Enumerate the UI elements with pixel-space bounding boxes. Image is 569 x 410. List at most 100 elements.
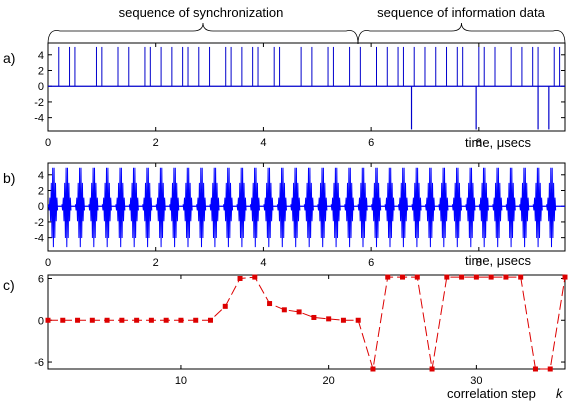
data-point [532,366,538,372]
data-point [178,317,184,323]
data-point [75,317,81,323]
burst [223,167,234,248]
burst [398,167,409,248]
correlation-line [48,276,566,370]
data-point [89,317,95,323]
data-point [518,274,524,280]
x-tick-label: 20 [323,375,335,387]
x-tick-label: 8 [476,137,482,149]
burst [276,167,287,248]
burst [532,167,543,248]
panel-c-frame [47,274,566,370]
data-point [444,274,450,280]
burst [546,167,557,248]
burst [263,167,274,248]
burst [465,167,476,248]
y-tick-label: 2 [38,186,44,198]
burst [505,167,516,248]
burst [438,167,449,248]
burst [303,167,314,248]
panel-a-frame [47,42,566,132]
burst [48,167,59,248]
burst [155,167,166,248]
burst [88,167,99,248]
x-tick-label: 6 [368,257,374,269]
y-tick-label: -2 [34,97,44,109]
data-point [134,317,140,323]
data-point [355,317,361,323]
brace-sync-label: sequence of synchronization [119,5,284,20]
data-point [193,317,199,323]
y-tick-label: 6 [38,273,44,285]
burst [249,167,260,248]
x-tick-label: 8 [476,257,482,269]
burst [411,167,422,248]
data-point [104,317,110,323]
y-tick-label: 0 [38,81,44,93]
data-point [488,274,494,280]
panel-c: c) 6 0 -6 10 20 30 correlation step k [3,273,568,401]
data-point [148,317,154,323]
panel-b-xlabel: time, μsecs [465,253,532,268]
brace-info: sequence of information data [357,5,566,45]
data-point [473,274,479,280]
burst [196,167,207,248]
panel-b-label: b) [3,170,15,186]
burst [74,167,85,248]
panel-b: b) 4 2 0 -2 -4 0 2 4 6 8 time, μsecs [3,162,566,269]
burst [115,167,126,248]
data-point [311,314,317,320]
burst [142,167,153,248]
data-point [562,274,568,280]
panel-a-label: a) [3,50,15,66]
brace-info-label: sequence of information data [377,5,545,20]
burst [209,167,220,248]
y-tick-label: 4 [38,50,44,62]
x-tick-label: 0 [45,257,51,269]
burst [330,167,341,248]
x-tick-label: 4 [260,137,266,149]
data-point [326,316,332,322]
burst [61,167,72,248]
data-point [252,274,258,280]
data-point [370,366,376,372]
panel-a: a) 4 2 0 -2 -4 0 2 4 6 8 time, μsecs [3,42,566,150]
panel-c-label: c) [3,277,15,293]
y-tick-label: -4 [34,233,44,245]
burst [236,167,247,248]
burst [182,167,193,248]
brace-sync: sequence of synchronization [47,5,359,45]
data-point [60,317,66,323]
data-point [385,274,391,280]
data-point [207,317,213,323]
data-point [459,274,465,280]
burst [425,167,436,248]
y-tick-label: -2 [34,217,44,229]
burst [384,167,395,248]
data-point [503,274,509,280]
data-point [163,317,169,323]
burst [451,167,462,248]
x-tick-label: 2 [153,257,159,269]
panel-c-xlabel: correlation step [447,386,536,401]
burst [344,167,355,248]
y-tick-label: 4 [38,170,44,182]
data-point [119,317,125,323]
data-point [267,301,273,307]
y-tick-label: 0 [38,201,44,213]
data-point [414,274,420,280]
burst [290,167,301,248]
data-point [296,309,302,315]
data-point [547,366,553,372]
burst [101,167,112,248]
x-tick-label: 4 [260,257,266,269]
burst [357,167,368,248]
data-point [45,317,51,323]
y-tick-label: 0 [38,315,44,327]
x-tick-label: 6 [368,137,374,149]
x-tick-label: 30 [470,375,482,387]
data-point [340,317,346,323]
burst [371,167,382,248]
